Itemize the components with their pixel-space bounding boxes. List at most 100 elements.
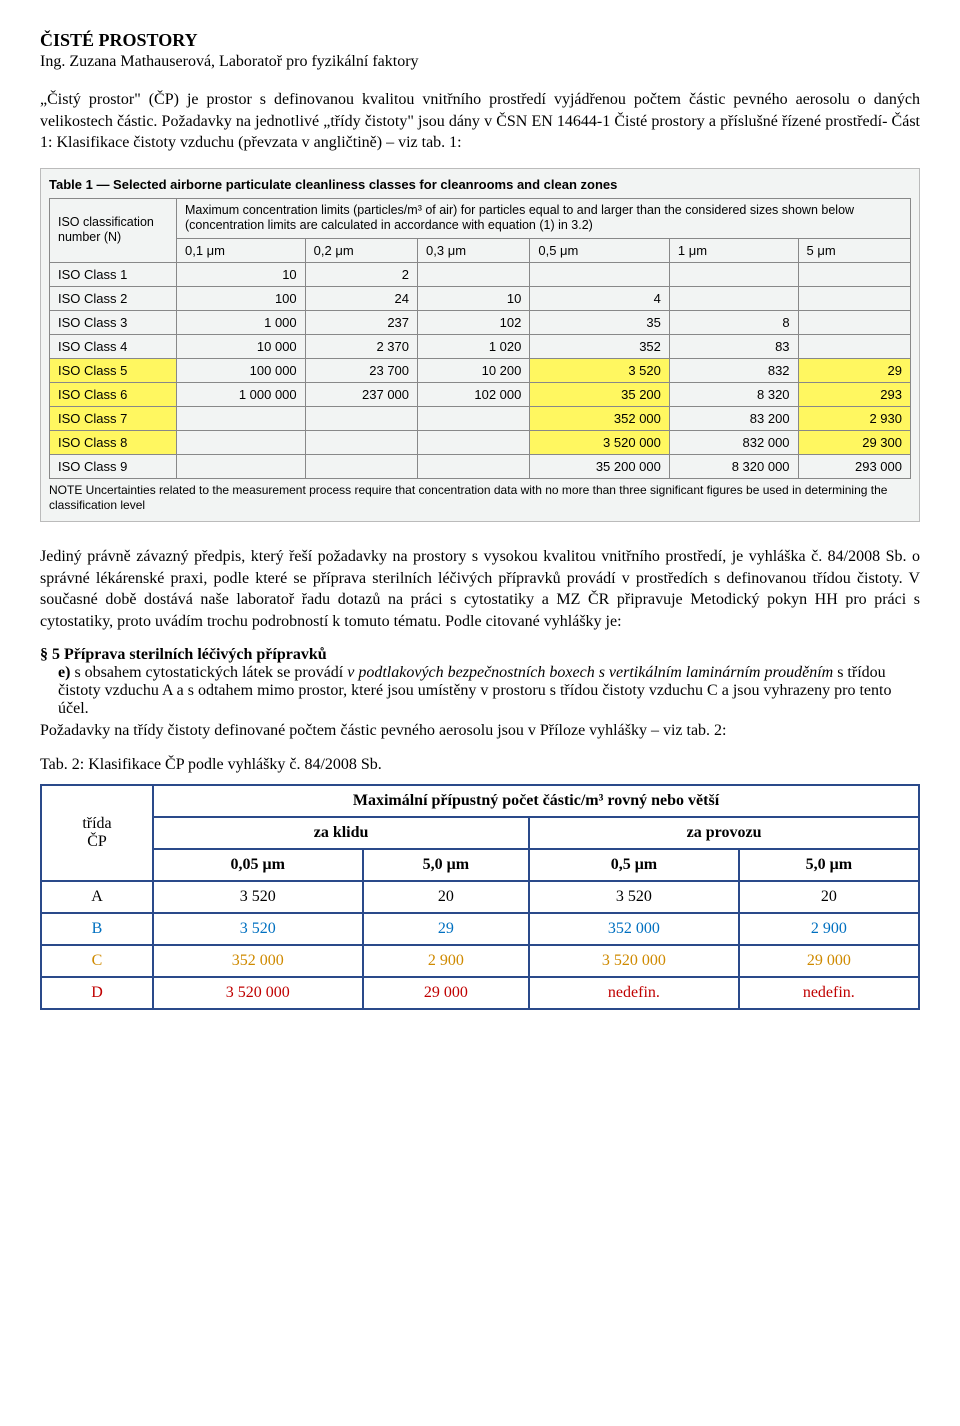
iso-cell: 10 200 bbox=[418, 359, 530, 383]
iso-cell: 1 020 bbox=[418, 335, 530, 359]
tab2-cell: 20 bbox=[739, 881, 919, 913]
page-title: ČISTÉ PROSTORY bbox=[40, 30, 920, 51]
tab2-cell: 2 900 bbox=[363, 945, 530, 977]
iso-cell: 352 bbox=[530, 335, 670, 359]
iso-cell: 3 520 bbox=[530, 359, 670, 383]
table-row: ISO Class 210024104 bbox=[50, 287, 911, 311]
tab2-class-label: C bbox=[41, 945, 153, 977]
tab2-size-header: 0,5 μm bbox=[529, 849, 739, 881]
iso-cell: 2 370 bbox=[305, 335, 417, 359]
iso-cell bbox=[669, 263, 798, 287]
iso-class-label: ISO Class 3 bbox=[50, 311, 177, 335]
table-row: ISO Class 935 200 0008 320 000293 000 bbox=[50, 455, 911, 479]
iso-class-label: ISO Class 8 bbox=[50, 431, 177, 455]
tab2-class-label: A bbox=[41, 881, 153, 913]
iso-class-head: ISO classification number (N) bbox=[58, 215, 168, 246]
table-row: ISO Class 5100 00023 70010 2003 52083229 bbox=[50, 359, 911, 383]
iso-table-note: NOTE Uncertainties related to the measur… bbox=[49, 483, 911, 513]
iso-cell: 29 bbox=[798, 359, 910, 383]
tab2-cell: nedefin. bbox=[529, 977, 739, 1009]
tab2-cell: 352 000 bbox=[153, 945, 363, 977]
iso-cell: 35 200 000 bbox=[530, 455, 670, 479]
iso-cell bbox=[669, 287, 798, 311]
tab2-cell: 29 bbox=[363, 913, 530, 945]
table-row: ISO Class 1102 bbox=[50, 263, 911, 287]
tab2-cell: 2 900 bbox=[739, 913, 919, 945]
iso-cell: 1 000 000 bbox=[177, 383, 306, 407]
iso-cell: 10 000 bbox=[177, 335, 306, 359]
tab2-cell: 3 520 000 bbox=[529, 945, 739, 977]
iso-cell: 35 200 bbox=[530, 383, 670, 407]
iso-cell: 10 bbox=[177, 263, 306, 287]
table-row: A3 520203 52020 bbox=[41, 881, 919, 913]
tab2-size-header: 0,05 μm bbox=[153, 849, 363, 881]
tab2-cell: 3 520 bbox=[529, 881, 739, 913]
iso-table: ISO classification number (N) Maximum co… bbox=[49, 198, 911, 479]
tab2-col0-l2: ČP bbox=[87, 833, 107, 850]
body-paragraph-2: Jediný právně závazný předpis, který řeš… bbox=[40, 546, 920, 632]
iso-cell: 2 930 bbox=[798, 407, 910, 431]
tab2-sub2: za provozu bbox=[529, 817, 919, 849]
tab2-class-label: B bbox=[41, 913, 153, 945]
iso-cell: 24 bbox=[305, 287, 417, 311]
iso-cell: 102 bbox=[418, 311, 530, 335]
iso-size-header: 0,5 μm bbox=[530, 239, 670, 263]
iso-cell bbox=[530, 263, 670, 287]
iso-cell bbox=[418, 455, 530, 479]
iso-cell: 832 bbox=[669, 359, 798, 383]
body-paragraph-3: Požadavky na třídy čistoty definované po… bbox=[40, 720, 920, 742]
tab2-cell: 20 bbox=[363, 881, 530, 913]
iso-class-label: ISO Class 4 bbox=[50, 335, 177, 359]
iso-size-header: 0,3 μm bbox=[418, 239, 530, 263]
item-e-italic: v podtlakových bezpečnostních boxech s v… bbox=[347, 664, 833, 681]
iso-cell: 352 000 bbox=[530, 407, 670, 431]
iso-cell: 8 320 000 bbox=[669, 455, 798, 479]
tab2-cell: 3 520 bbox=[153, 913, 363, 945]
iso-cell: 23 700 bbox=[305, 359, 417, 383]
iso-size-header: 1 μm bbox=[669, 239, 798, 263]
tab2-sub1: za klidu bbox=[153, 817, 529, 849]
iso-cell: 29 300 bbox=[798, 431, 910, 455]
section-5-title: § 5 Příprava sterilních léčivých příprav… bbox=[40, 646, 920, 664]
iso-cell: 83 200 bbox=[669, 407, 798, 431]
tab2-cell: 352 000 bbox=[529, 913, 739, 945]
iso-cell: 10 bbox=[418, 287, 530, 311]
iso-cell bbox=[177, 431, 306, 455]
tab2-main-header: Maximální přípustný počet částic/m³ rovn… bbox=[153, 785, 919, 817]
iso-cell: 100 000 bbox=[177, 359, 306, 383]
tab2-cell: 29 000 bbox=[739, 945, 919, 977]
tab2-col0-l1: třída bbox=[82, 815, 111, 832]
item-e-label: e) bbox=[58, 664, 70, 681]
table-row: ISO Class 410 0002 3701 02035283 bbox=[50, 335, 911, 359]
iso-cell bbox=[305, 407, 417, 431]
iso-size-header: 5 μm bbox=[798, 239, 910, 263]
iso-class-label: ISO Class 1 bbox=[50, 263, 177, 287]
table-row: C352 0002 9003 520 00029 000 bbox=[41, 945, 919, 977]
tab2-cell: 29 000 bbox=[363, 977, 530, 1009]
iso-cell: 8 320 bbox=[669, 383, 798, 407]
iso-cell bbox=[418, 431, 530, 455]
tab2-table: třída ČP Maximální přípustný počet části… bbox=[40, 784, 920, 1010]
iso-class-label: ISO Class 7 bbox=[50, 407, 177, 431]
iso-cell bbox=[798, 311, 910, 335]
table-row: ISO Class 7 352 00083 2002 930 bbox=[50, 407, 911, 431]
iso-cell: 35 bbox=[530, 311, 670, 335]
iso-cell: 237 bbox=[305, 311, 417, 335]
iso-cell bbox=[418, 407, 530, 431]
table-row: B3 52029352 0002 900 bbox=[41, 913, 919, 945]
item-e: e) s obsahem cytostatických látek se pro… bbox=[40, 664, 920, 718]
table-row: D3 520 00029 000nedefin.nedefin. bbox=[41, 977, 919, 1009]
table-row: ISO Class 31 000237102358 bbox=[50, 311, 911, 335]
tab2-cell: nedefin. bbox=[739, 977, 919, 1009]
tab2-size-header: 5,0 μm bbox=[739, 849, 919, 881]
iso-cell: 102 000 bbox=[418, 383, 530, 407]
iso-cell bbox=[305, 431, 417, 455]
iso-class-label: ISO Class 5 bbox=[50, 359, 177, 383]
table-row: ISO Class 83 520 000832 00029 300 bbox=[50, 431, 911, 455]
iso-cell bbox=[798, 335, 910, 359]
table-row: ISO Class 61 000 000237 000102 00035 200… bbox=[50, 383, 911, 407]
iso-size-header: 0,1 μm bbox=[177, 239, 306, 263]
iso-cell bbox=[177, 407, 306, 431]
iso-cell: 237 000 bbox=[305, 383, 417, 407]
iso-cell: 2 bbox=[305, 263, 417, 287]
